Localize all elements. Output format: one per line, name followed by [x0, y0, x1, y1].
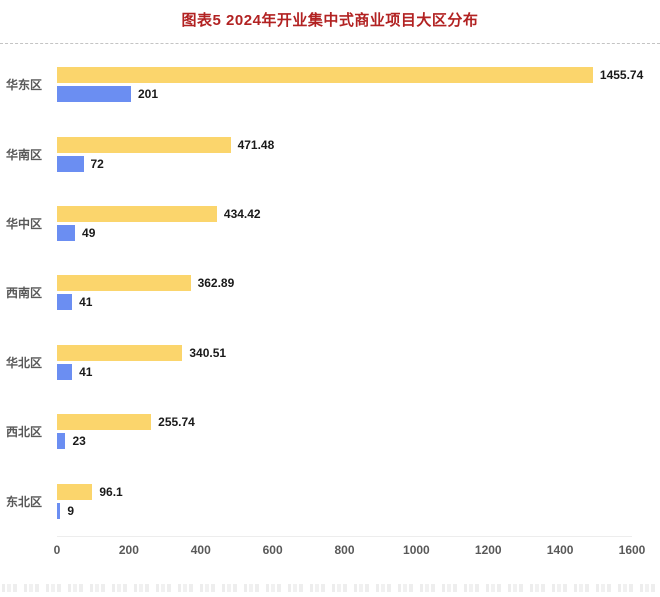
bar-group: 华中区 434.42 49 [0, 204, 646, 244]
blue-bar-value: 72 [90, 156, 104, 171]
blue-bar-value: 201 [137, 87, 159, 102]
category-label: 华南区 [6, 147, 43, 162]
x-axis-tick-label: 1200 [474, 543, 502, 557]
bar-group: 华南区 471.48 72 [0, 134, 646, 174]
x-axis-tick-label: 400 [190, 543, 211, 557]
blue-bar [57, 433, 66, 450]
bar-group: 华北区 340.51 41 [0, 342, 646, 382]
bar-groups: 华东区 1455.74 201 华南区 471.48 72 华中区 434.42 49 西南区 36… [0, 50, 646, 536]
blue-bar-value: 23 [72, 434, 86, 449]
category-label: 华北区 [6, 355, 43, 370]
yellow-bar [57, 483, 93, 500]
bar-group: 西北区 255.74 23 [0, 412, 646, 452]
blue-bar-value: 41 [79, 295, 93, 310]
bar-pair: 434.42 49 [57, 204, 646, 244]
blue-bar [57, 502, 61, 519]
yellow-bar [57, 206, 217, 223]
bar-group: 西南区 362.89 41 [0, 273, 646, 313]
yellow-bar-value: 471.48 [237, 137, 275, 152]
blue-bar [57, 225, 76, 242]
bar-pair: 340.51 41 [57, 342, 646, 382]
category-label: 西北区 [6, 425, 43, 440]
category-label: 西南区 [6, 286, 43, 301]
yellow-bar-value: 340.51 [189, 345, 227, 360]
category-label: 东北区 [6, 494, 43, 509]
bar-chart: 华东区 1455.74 201 华南区 471.48 72 华中区 434.42 49 西南区 36… [0, 50, 660, 559]
x-axis-tick-label: 200 [118, 543, 139, 557]
blue-bar [57, 86, 131, 103]
bar-pair: 1455.74 201 [57, 65, 646, 105]
x-axis-tick-label: 0 [53, 543, 61, 557]
blue-bar-value: 49 [82, 226, 96, 241]
yellow-bar [57, 136, 231, 153]
yellow-bar [57, 67, 593, 84]
yellow-bar [57, 414, 152, 431]
blue-bar [57, 294, 73, 311]
x-axis-tick-label: 800 [334, 543, 355, 557]
bar-pair: 362.89 41 [57, 273, 646, 313]
blue-bar [57, 363, 73, 380]
x-axis: 0 200 400 600 800 1000 1200 1400 1600 [53, 536, 645, 559]
yellow-bar [57, 275, 191, 292]
watermark-strip [2, 584, 658, 592]
blue-bar [57, 155, 84, 172]
blue-bar-value: 9 [67, 503, 74, 518]
bar-pair: 471.48 72 [57, 134, 646, 174]
x-axis-tick-label: 1400 [546, 543, 574, 557]
x-axis-tick-label: 600 [262, 543, 283, 557]
category-label: 华东区 [6, 78, 43, 93]
x-axis-tick-label: 1600 [618, 543, 646, 557]
yellow-bar-value: 362.89 [197, 276, 235, 291]
chart-title: 图表5 2024年开业集中式商业项目大区分布 [181, 12, 479, 29]
yellow-bar-value: 255.74 [158, 415, 195, 430]
blue-bar-value: 41 [79, 364, 93, 379]
category-label: 华中区 [6, 217, 43, 232]
yellow-bar-value: 434.42 [223, 207, 261, 222]
bar-group: 东北区 96.1 9 [0, 481, 646, 521]
bar-group: 华东区 1455.74 201 [0, 65, 646, 105]
bar-pair: 96.1 9 [57, 481, 646, 521]
bar-pair: 255.74 23 [57, 412, 646, 452]
yellow-bar-value: 96.1 [99, 484, 123, 499]
x-axis-tick-label: 1000 [403, 543, 430, 557]
dashed-divider [0, 43, 660, 44]
yellow-bar-value: 1455.74 [599, 68, 644, 83]
yellow-bar [57, 344, 183, 361]
